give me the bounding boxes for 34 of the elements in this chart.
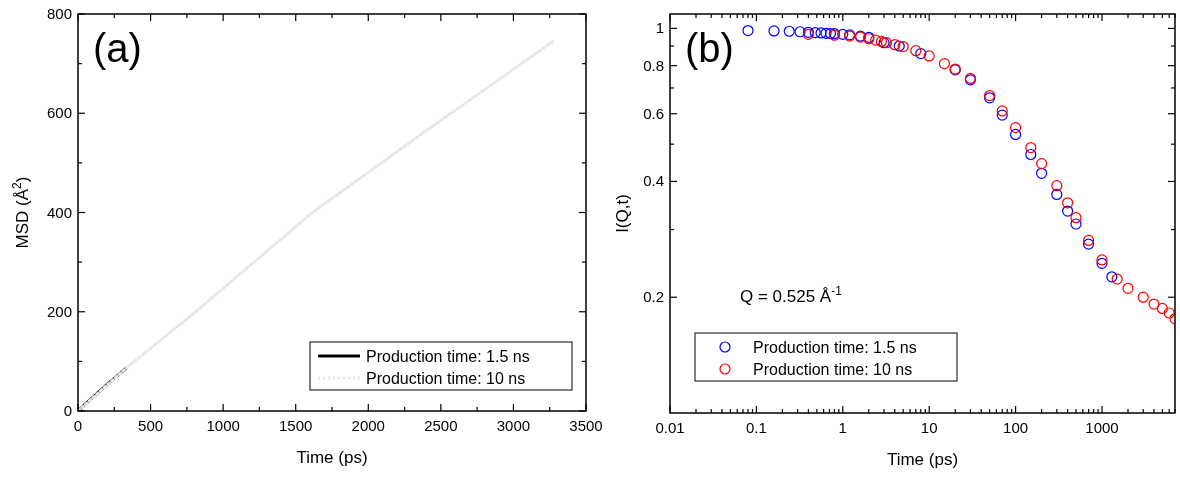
- x-tick-label: 3500: [569, 417, 603, 434]
- y-tick-label: 0.6: [643, 104, 664, 122]
- x-tick-label: 10: [920, 419, 938, 436]
- y-tick-label: 200: [46, 302, 72, 320]
- x-tick-label: 100: [1003, 419, 1029, 436]
- annotation: Q = 0.525 Å$^{-1}$: [740, 284, 843, 306]
- x-tick-label: 0: [73, 417, 83, 434]
- annotation: (a): [93, 26, 142, 70]
- y-tick-label: 0.4: [643, 172, 664, 190]
- annotation: (b): [685, 26, 734, 70]
- x-tick-label: 0.1: [745, 419, 767, 436]
- x-tick-label: 500: [138, 417, 164, 434]
- legend-label: Production time: 1.5 ns: [366, 348, 530, 365]
- x-tick-label: 1: [838, 419, 847, 436]
- y-tick-label: 400: [46, 203, 72, 221]
- x-tick-label: 3000: [496, 417, 531, 434]
- x-tick-label: 0.01: [655, 419, 685, 436]
- y-tick-label: 0.8: [643, 56, 664, 74]
- y-tick-label: 0.2: [643, 288, 664, 306]
- x-tick-label: 2000: [351, 417, 385, 434]
- x-axis-title: Time (ps): [886, 450, 959, 469]
- legend-label: Production time: 1.5 ns: [753, 339, 917, 356]
- legend-label: Production time: 10 ns: [366, 370, 526, 387]
- y-tick-label: 1: [655, 19, 664, 37]
- y-tick-label: 800: [46, 5, 72, 22]
- y-tick-label: 0: [63, 402, 72, 419]
- x-axis-title: Time (ps): [296, 448, 368, 467]
- y-axis-title: I(Q,t): [613, 194, 632, 233]
- x-tick-label: 1000: [206, 417, 240, 434]
- y-tick-label: 600: [46, 104, 72, 122]
- x-tick-label: 1000: [1085, 419, 1119, 436]
- x-tick-label: 1500: [279, 417, 313, 434]
- legend-label: Production time: 10 ns: [753, 361, 913, 378]
- x-tick-label: 2500: [424, 417, 458, 434]
